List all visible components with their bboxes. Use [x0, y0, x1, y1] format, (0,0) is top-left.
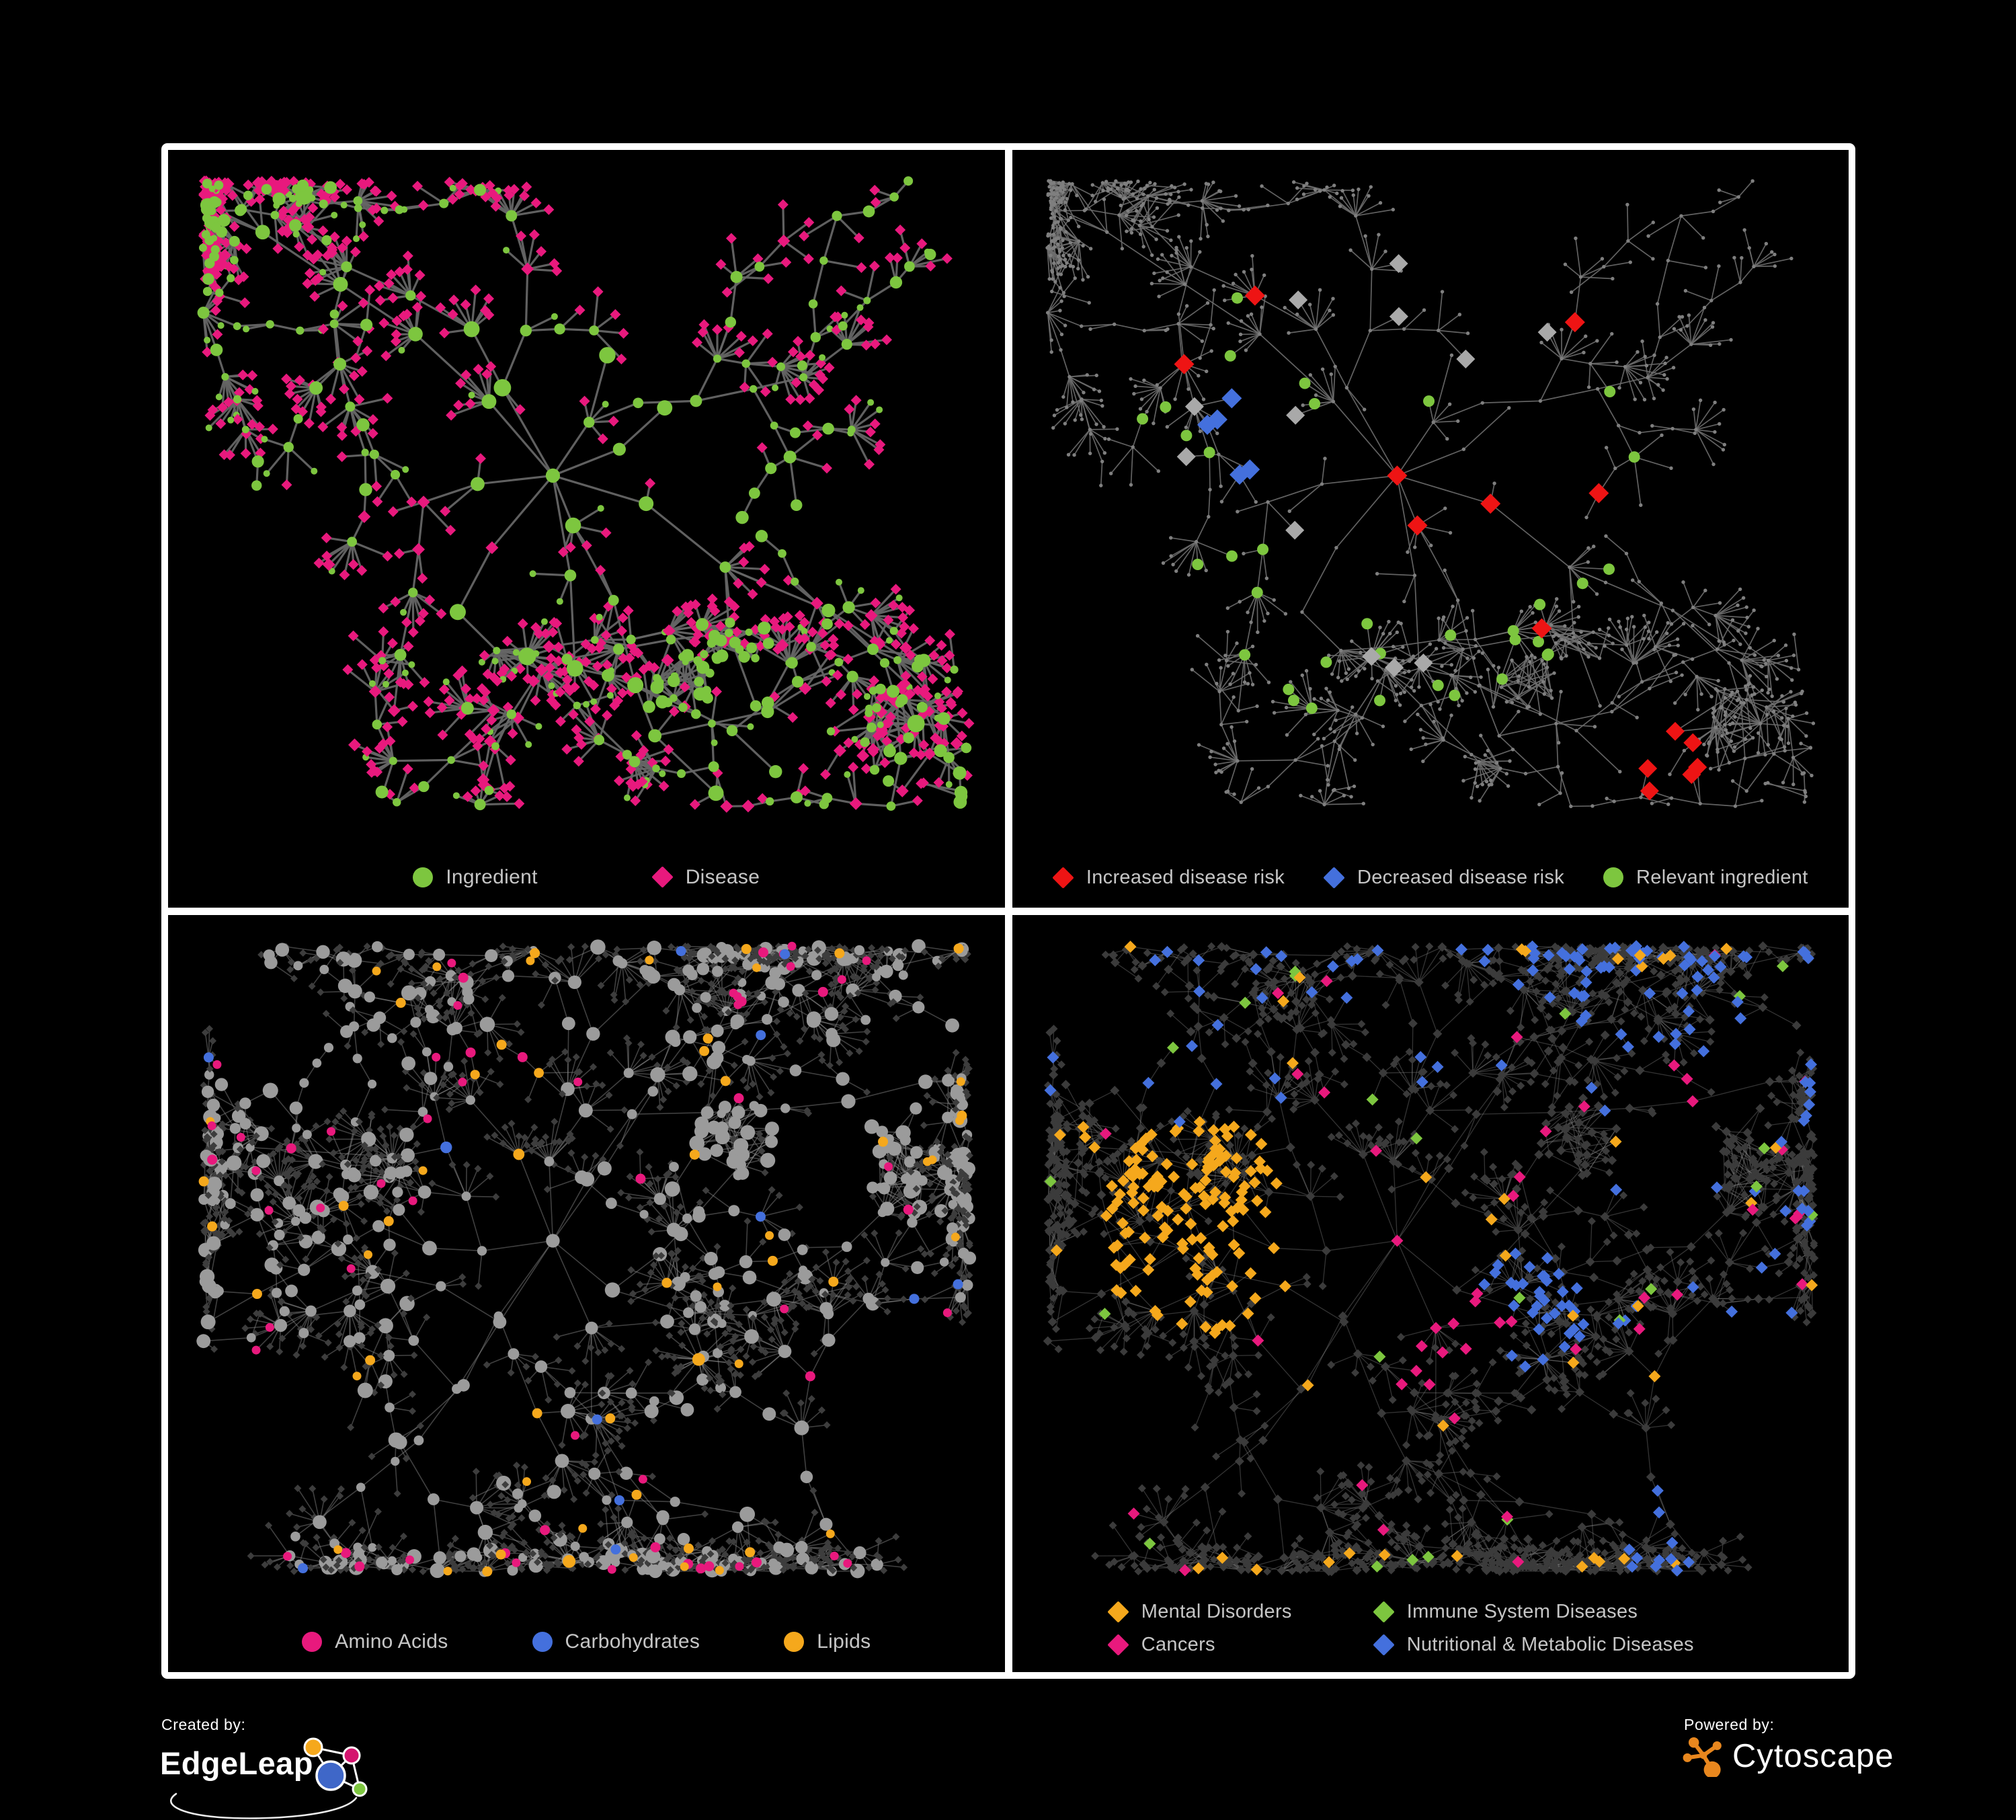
mental-disorders-diamond-marker-icon — [1106, 1601, 1129, 1623]
panel-grid: Ingredient Disease Increased disease ris… — [161, 143, 1855, 1679]
legend-item-lipids: Lipids — [784, 1630, 871, 1653]
legend-label: Cancers — [1141, 1634, 1215, 1655]
legend-ingredient-disease: Ingredient Disease — [168, 866, 1005, 889]
legend-label: Relevant ingredient — [1636, 866, 1808, 888]
decreased-risk-diamond-marker-icon — [1323, 866, 1345, 889]
legend-item-immune-diseases: Immune System Diseases — [1372, 1601, 1753, 1623]
amino-acids-circle-marker-icon — [302, 1632, 323, 1652]
legend-label: Decreased disease risk — [1357, 866, 1565, 888]
legend-item-amino-acids: Amino Acids — [302, 1630, 448, 1653]
cytoscape-logo-icon — [1683, 1737, 1722, 1777]
legend-item-nutritional-diseases: Nutritional & Metabolic Diseases — [1372, 1634, 1753, 1656]
legend-label: Carbohydrates — [565, 1630, 700, 1653]
created-by-block: Created by: EdgeLeap — [160, 1716, 392, 1819]
legend-item-ingredient: Ingredient — [413, 866, 537, 889]
edgeleap-logo: EdgeLeap — [160, 1735, 392, 1819]
legend-item-disease: Disease — [651, 865, 760, 889]
panel-disease-risk: Increased disease risk Decreased disease… — [1012, 150, 1849, 908]
legend-disease-categories: Mental Disorders Immune System Diseases … — [1106, 1601, 1753, 1656]
powered-by-block: Powered by: Cytoscape — [1683, 1716, 1894, 1777]
panel-compound-classes: Amino Acids Carbohydrates Lipids — [168, 914, 1005, 1672]
carbohydrates-circle-marker-icon — [532, 1632, 553, 1652]
legend-label: Mental Disorders — [1141, 1601, 1292, 1622]
legend-item-mental-disorders: Mental Disorders — [1106, 1601, 1373, 1623]
legend-label: Amino Acids — [335, 1630, 448, 1653]
panel-disease-categories: Mental Disorders Immune System Diseases … — [1012, 914, 1849, 1672]
legend-label: Disease — [685, 865, 760, 888]
powered-by-label: Powered by: — [1684, 1716, 1775, 1733]
legend-label: Nutritional & Metabolic Diseases — [1406, 1634, 1694, 1655]
legend-item-decreased-risk: Decreased disease risk — [1323, 866, 1565, 889]
legend-item-relevant-ingredient: Relevant ingredient — [1603, 867, 1808, 889]
disease-risk-network-graph — [1045, 179, 1815, 809]
relevant-ingredient-circle-marker-icon — [1603, 867, 1624, 887]
cancers-diamond-marker-icon — [1106, 1634, 1129, 1656]
ingredient-circle-marker-icon — [413, 867, 434, 887]
disease-categories-network-graph — [1043, 939, 1818, 1577]
edgeleap-network-logo-icon — [170, 1737, 368, 1819]
legend-label: Increased disease risk — [1086, 866, 1285, 888]
lipids-circle-marker-icon — [784, 1632, 805, 1652]
legend-item-carbohydrates: Carbohydrates — [532, 1630, 700, 1653]
ingredient-disease-network-graph — [197, 175, 975, 813]
legend-item-increased-risk: Increased disease risk — [1052, 866, 1285, 889]
nutritional-diseases-diamond-marker-icon — [1372, 1634, 1395, 1656]
compound-classes-network-graph — [196, 939, 977, 1578]
legend-compound-classes: Amino Acids Carbohydrates Lipids — [168, 1630, 1005, 1653]
immune-diseases-diamond-marker-icon — [1372, 1601, 1395, 1623]
legend-disease-risk: Increased disease risk Decreased disease… — [1012, 867, 1849, 889]
panel-ingredient-disease: Ingredient Disease — [168, 150, 1005, 908]
increased-risk-diamond-marker-icon — [1052, 866, 1074, 889]
legend-label: Immune System Diseases — [1406, 1601, 1638, 1622]
edgeleap-wordmark: EdgeLeap — [160, 1745, 313, 1781]
disease-diamond-marker-icon — [651, 866, 674, 888]
cytoscape-wordmark: Cytoscape — [1732, 1738, 1894, 1774]
legend-label: Ingredient — [446, 865, 538, 888]
legend-label: Lipids — [817, 1630, 871, 1653]
created-by-label: Created by: — [161, 1716, 246, 1733]
legend-item-cancers: Cancers — [1106, 1634, 1373, 1656]
